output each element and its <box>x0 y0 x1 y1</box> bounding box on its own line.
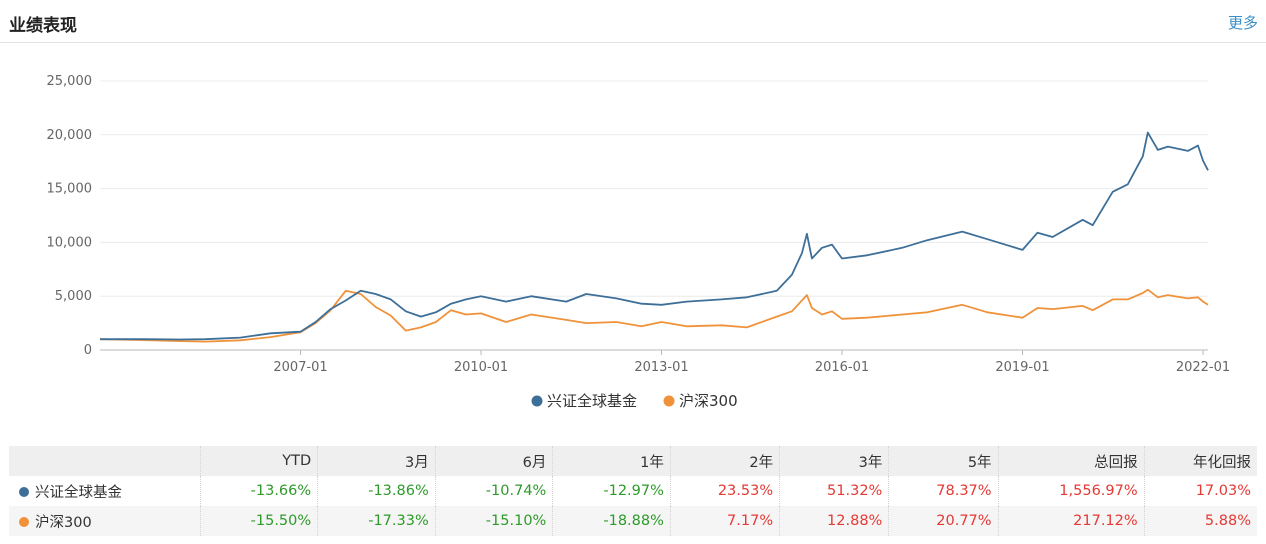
return-cell: -13.86% <box>317 476 436 506</box>
column-header: 年化回报 <box>1143 446 1257 476</box>
y-tick-label: 15,000 <box>47 182 93 197</box>
column-header: 总回报 <box>997 446 1145 476</box>
x-tick-label: 2016-01 <box>815 360 869 375</box>
series-line-fund <box>100 131 1209 341</box>
return-cell: 1,556.97% <box>997 476 1145 506</box>
y-tick-label: 0 <box>84 343 92 358</box>
return-cell: 78.37% <box>888 476 999 506</box>
column-header: 1年 <box>552 446 671 476</box>
return-cell: 20.77% <box>888 506 999 536</box>
table-header-row: YTD 3月 6月 1年 2年 3年 5年 总回报 年化回报 <box>9 446 1257 476</box>
return-cell: -10.74% <box>434 476 553 506</box>
return-cell: 51.32% <box>779 476 889 506</box>
x-tick-label: 2010-01 <box>454 360 508 375</box>
return-cell: 5.88% <box>1143 506 1257 536</box>
y-tick-label: 10,000 <box>47 235 93 250</box>
column-header: 2年 <box>669 446 780 476</box>
column-header: 3月 <box>317 446 436 476</box>
column-header-name <box>9 446 200 476</box>
x-tick-label: 2022-01 <box>1176 360 1230 375</box>
return-cell: 217.12% <box>997 506 1145 536</box>
x-tick-label: 2007-01 <box>273 360 327 375</box>
performance-line-chart: 0 5,000 10,000 15,000 20,000 25,000 2007-01 201… <box>47 74 1231 410</box>
row-name-cell: 沪深300 <box>9 506 200 536</box>
column-header: 6月 <box>434 446 553 476</box>
row-name: 沪深300 <box>35 514 92 531</box>
return-cell: 17.03% <box>1143 476 1257 506</box>
series-dot-icon <box>19 486 29 497</box>
x-tick-label: 2013-01 <box>634 360 688 375</box>
legend-marker <box>663 395 675 407</box>
section-title: 业绩表现 <box>9 16 77 36</box>
table-row: 沪深300 -15.50% -17.33% -15.10% -18.88% 7.17% 12… <box>9 506 1257 536</box>
return-cell: -15.10% <box>434 506 553 536</box>
performance-table: YTD 3月 6月 1年 2年 3年 5年 总回报 年化回报 兴证全球基金 -13.66% -13.… <box>9 446 1257 536</box>
return-cell: 12.88% <box>779 506 889 536</box>
return-cell: -12.97% <box>552 476 671 506</box>
series-line-index <box>99 288 1209 343</box>
return-cell: -13.66% <box>199 476 318 506</box>
y-tick-label: 20,000 <box>47 128 93 143</box>
column-header: YTD <box>199 446 318 476</box>
x-tick-label: 2019-01 <box>995 360 1049 375</box>
legend-label: 兴证全球基金 <box>547 392 637 410</box>
section-header: 业绩表现 更多 <box>0 0 1266 43</box>
return-cell: -15.50% <box>199 506 318 536</box>
row-name: 兴证全球基金 <box>35 484 122 501</box>
row-name-cell: 兴证全球基金 <box>9 476 200 506</box>
column-header: 3年 <box>779 446 889 476</box>
column-header: 5年 <box>888 446 999 476</box>
return-cell: -17.33% <box>317 506 436 536</box>
legend-marker <box>531 395 543 407</box>
return-cell: -18.88% <box>552 506 671 536</box>
return-cell: 7.17% <box>669 506 780 536</box>
y-tick-label: 25,000 <box>47 74 93 89</box>
legend-label: 沪深300 <box>679 392 738 410</box>
table-row: 兴证全球基金 -13.66% -13.86% -10.74% -12.97% 23.53%… <box>9 476 1257 506</box>
return-cell: 23.53% <box>669 476 780 506</box>
y-tick-label: 5,000 <box>55 289 92 304</box>
series-dot-icon <box>19 516 29 527</box>
more-link[interactable]: 更多 <box>1227 14 1258 32</box>
